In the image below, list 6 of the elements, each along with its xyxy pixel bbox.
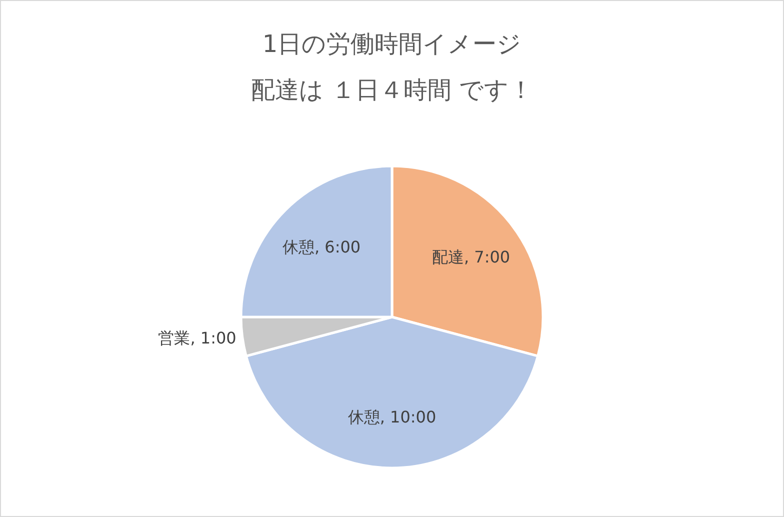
slice-label: 配達, 7:00 xyxy=(432,247,510,266)
slice-label: 休憩, 10:00 xyxy=(348,408,436,427)
slice-label: 休憩, 6:00 xyxy=(282,238,361,257)
chart-title: 1日の労働時間イメージ xyxy=(262,30,522,58)
chart-subtitle: 配達は １日４時間 です！ xyxy=(250,76,534,104)
slice-label: 営業, 1:00 xyxy=(158,328,236,348)
